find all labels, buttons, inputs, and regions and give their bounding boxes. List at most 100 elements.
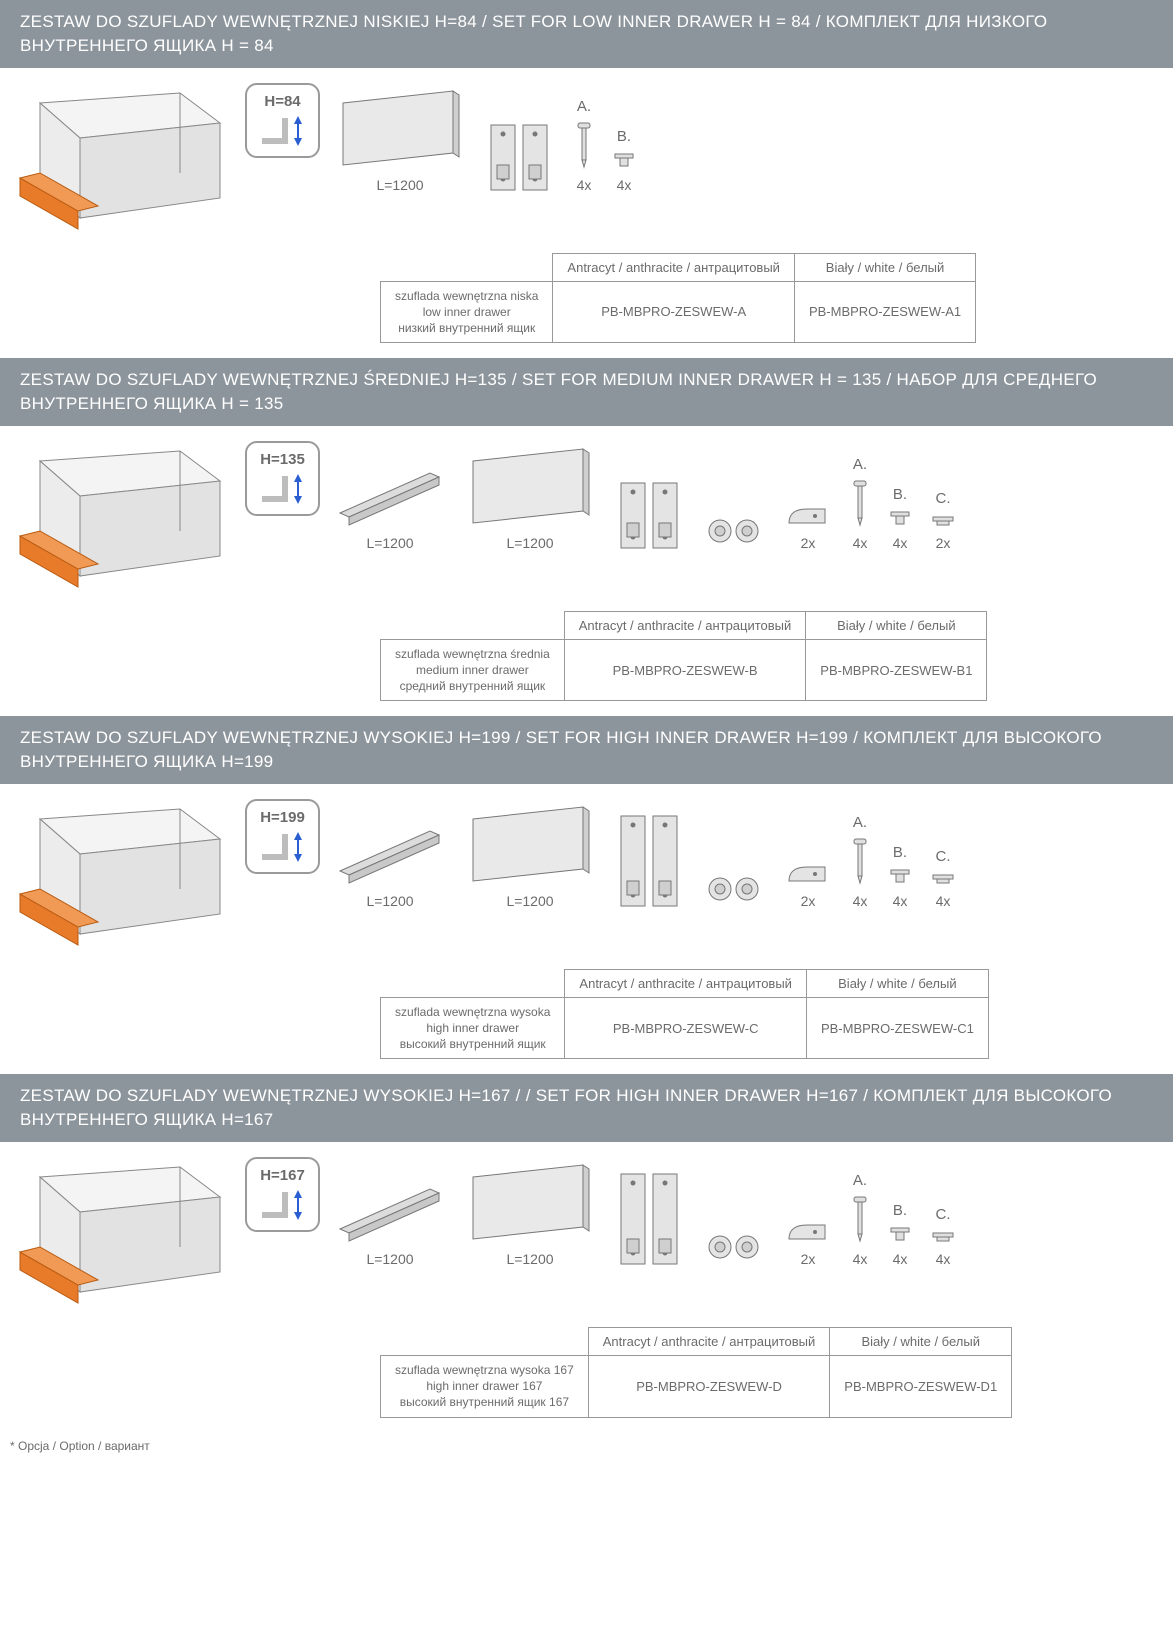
fastener-qty: 4x — [577, 177, 592, 193]
fastener-qty: 2x — [936, 535, 951, 551]
rail-component: L=1200 — [335, 819, 445, 909]
fastener-qty: 4x — [936, 893, 951, 909]
fastener-letter: A. — [853, 814, 867, 831]
table-desc-line: низкий внутренний ящик — [395, 320, 538, 336]
panel-length-label: L=1200 — [506, 535, 553, 551]
components-row: L=1200 L=1200 2x A. — [335, 799, 1163, 909]
table-desc-line: low inner drawer — [395, 304, 538, 320]
section-body: H=135 L=1200 L=1200 — [0, 426, 1173, 611]
fastener-letter: B. — [893, 486, 907, 503]
table-desc-line: szuflada wewnętrzna wysoka 167 — [395, 1362, 574, 1378]
clip-qty: 2x — [801, 1251, 816, 1267]
fastener-letter: C. — [936, 490, 951, 507]
fastener-qty: 4x — [853, 893, 868, 909]
fastener-letter: A. — [577, 98, 591, 115]
panel-component: L=1200 — [465, 1157, 595, 1267]
section-header: ZESTAW DO SZUFLADY WEWNĘTRZNEJ NISKIEJ H… — [0, 0, 1173, 68]
fastener-screw: A. 4x — [851, 814, 869, 909]
table-desc-line: medium inner drawer — [395, 662, 550, 678]
holders-component — [705, 511, 765, 551]
table-desc-line: высокий внутренний ящик 167 — [395, 1394, 574, 1410]
fastener-screw: A. 4x — [851, 456, 869, 551]
table-desc-line: высокий внутренний ящик — [395, 1036, 550, 1052]
rail-length-label: L=1200 — [366, 893, 413, 909]
clip-component: 2x — [785, 501, 831, 551]
components-row: L=1200 L=1200 2x A. — [335, 1157, 1163, 1267]
section-body: H=167 L=1200 L=1200 — [0, 1142, 1173, 1327]
panel-component: L=1200 — [465, 441, 595, 551]
fastener-cap2: C. 4x — [931, 1206, 955, 1267]
table-code-white: PB-MBPRO-ZESWEW-D1 — [830, 1356, 1012, 1418]
table-desc-line: szuflada wewnętrzna wysoka — [395, 1004, 550, 1020]
table-code-anthracite: PB-MBPRO-ZESWEW-B — [564, 639, 806, 701]
product-table: Antracyt / anthracite / антрацитовый Bia… — [380, 611, 987, 702]
holders-component — [705, 869, 765, 909]
product-table: Antracyt / anthracite / антрацитовый Bia… — [380, 253, 976, 344]
section-header: ZESTAW DO SZUFLADY WEWNĘTRZNEJ WYSOKIEJ … — [0, 716, 1173, 784]
drawer-illustration — [10, 799, 230, 959]
fastener-letter: A. — [853, 1172, 867, 1189]
table-code-white: PB-MBPRO-ZESWEW-A1 — [794, 281, 975, 343]
components-row: L=1200 A. 4x B. 4x — [335, 83, 1163, 193]
fastener-letter: B. — [617, 128, 631, 145]
fastener-qty: 4x — [853, 535, 868, 551]
table-code-anthracite: PB-MBPRO-ZESWEW-D — [588, 1356, 830, 1418]
product-table: Antracyt / anthracite / антрацитовый Bia… — [380, 1327, 1012, 1418]
clip-qty: 2x — [801, 535, 816, 551]
sections-container: ZESTAW DO SZUFLADY WEWNĘTRZNEJ NISKIEJ H… — [0, 0, 1173, 1418]
fastener-qty: 4x — [893, 1251, 908, 1267]
fastener-qty: 4x — [853, 1251, 868, 1267]
rail-length-label: L=1200 — [366, 535, 413, 551]
clip-component: 2x — [785, 1217, 831, 1267]
rail-component: L=1200 — [335, 461, 445, 551]
table-header-anthracite: Antracyt / anthracite / антрацитовый — [564, 611, 806, 639]
table-desc-cell: szuflada wewnętrzna wysoka high inner dr… — [381, 997, 565, 1059]
section-body: H=84 L=1200 A. 4x — [0, 68, 1173, 253]
clip-qty: 2x — [801, 893, 816, 909]
fastener-cap2: C. 4x — [931, 848, 955, 909]
fastener-qty: 4x — [617, 177, 632, 193]
table-desc-cell: szuflada wewnętrzna wysoka 167 high inne… — [381, 1356, 589, 1418]
fastener-screw: A. 4x — [575, 98, 593, 193]
height-badge-label: H=199 — [260, 809, 305, 826]
fastener-letter: C. — [936, 1206, 951, 1223]
drawer-illustration — [10, 83, 230, 243]
section-body: H=199 L=1200 L=1200 — [0, 784, 1173, 969]
fastener-cap1: B. 4x — [613, 128, 635, 193]
bracket-component — [615, 813, 685, 909]
height-badge: H=199 — [245, 799, 320, 874]
height-badge: H=135 — [245, 441, 320, 516]
table-desc-line: szuflada wewnętrzna niska — [395, 288, 538, 304]
table-desc-cell: szuflada wewnętrzna średnia medium inner… — [381, 639, 565, 701]
section-header: ZESTAW DO SZUFLADY WEWNĘTRZNEJ ŚREDNIEJ … — [0, 358, 1173, 426]
fastener-cap1: B. 4x — [889, 844, 911, 909]
fastener-letter: B. — [893, 844, 907, 861]
panel-length-label: L=1200 — [506, 1251, 553, 1267]
panel-length-label: L=1200 — [506, 893, 553, 909]
panel-length-label: L=1200 — [376, 177, 423, 193]
height-badge: H=84 — [245, 83, 320, 158]
drawer-illustration — [10, 1157, 230, 1317]
fastener-letter: A. — [853, 456, 867, 473]
fastener-letter: B. — [893, 1202, 907, 1219]
table-code-anthracite: PB-MBPRO-ZESWEW-A — [553, 281, 795, 343]
height-badge-label: H=167 — [260, 1167, 305, 1184]
table-code-anthracite: PB-MBPRO-ZESWEW-C — [565, 997, 807, 1059]
table-header-anthracite: Antracyt / anthracite / антрацитовый — [565, 969, 807, 997]
fastener-qty: 4x — [893, 893, 908, 909]
table-header-white: Biały / white / белый — [794, 253, 975, 281]
bracket-component — [615, 1171, 685, 1267]
rail-component: L=1200 — [335, 1177, 445, 1267]
holders-component — [705, 1227, 765, 1267]
components-row: L=1200 L=1200 2x A. — [335, 441, 1163, 551]
table-desc-cell: szuflada wewnętrzna niska low inner draw… — [381, 281, 553, 343]
table-header-white: Biały / white / белый — [806, 969, 988, 997]
clip-component: 2x — [785, 859, 831, 909]
fastener-cap1: B. 4x — [889, 1202, 911, 1267]
fastener-qty: 4x — [893, 535, 908, 551]
section-header: ZESTAW DO SZUFLADY WEWNĘTRZNEJ WYSOKIEJ … — [0, 1074, 1173, 1142]
height-badge-label: H=135 — [260, 451, 305, 468]
footnote: * Opcja / Option / вариант — [0, 1433, 1173, 1459]
rail-length-label: L=1200 — [366, 1251, 413, 1267]
table-code-white: PB-MBPRO-ZESWEW-C1 — [806, 997, 988, 1059]
